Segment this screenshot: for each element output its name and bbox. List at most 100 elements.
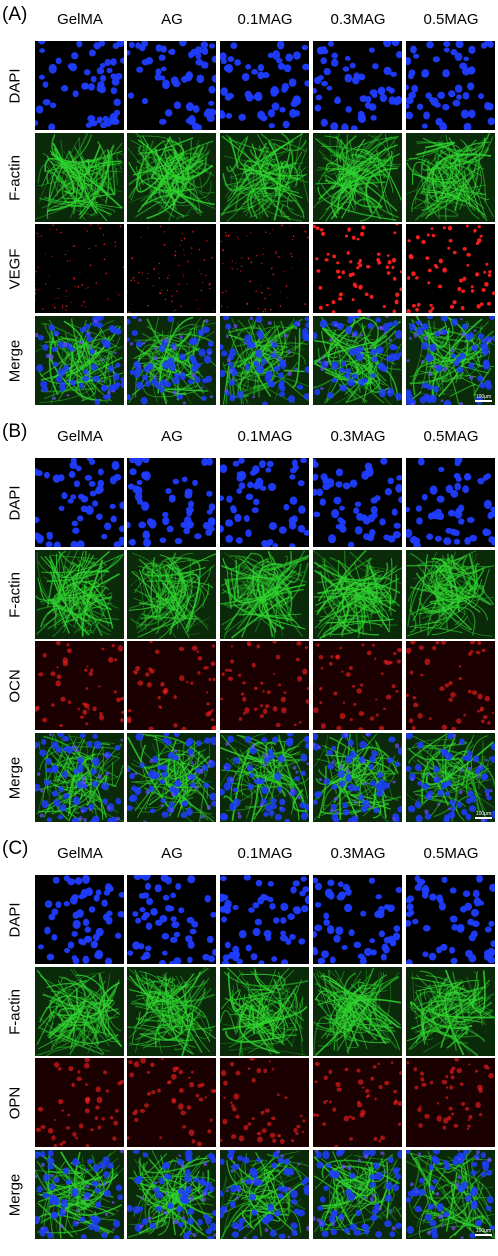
micrograph-tile [313, 1150, 402, 1239]
micrograph-tile [220, 133, 309, 222]
row-label: DAPI [0, 875, 30, 965]
column-label: GelMA [57, 11, 103, 28]
column-label: 0.5MAG [423, 845, 479, 862]
micrograph-tile [406, 641, 495, 730]
micrograph-tile [127, 1150, 216, 1239]
micrograph-tile [406, 458, 495, 547]
micrograph-tile [313, 550, 402, 639]
scale-bar: 100μm [475, 395, 492, 402]
micrograph-tile [313, 733, 402, 822]
micrograph-tile [127, 967, 216, 1056]
column-label: GelMA [57, 845, 103, 862]
panel-label: (B) [2, 421, 28, 442]
row-label-text: Merge [6, 339, 24, 383]
row-label-text: VEGF [6, 248, 24, 290]
row-label-text: OPN [6, 1086, 24, 1120]
micrograph-tile [127, 550, 216, 639]
micrograph-tile [406, 550, 495, 639]
panel-label: (A) [2, 4, 28, 25]
micrograph-tile [127, 641, 216, 730]
micrograph-tile [313, 875, 402, 964]
micrograph-tile [127, 1058, 216, 1147]
row-label: OPN [0, 1058, 30, 1148]
micrograph-tile [127, 733, 216, 822]
micrograph-tile [35, 458, 124, 547]
micrograph-tile [35, 550, 124, 639]
micrograph-tile [35, 641, 124, 730]
row-label: Merge [0, 316, 30, 406]
micrograph-tile [127, 41, 216, 130]
micrograph-tile [220, 458, 309, 547]
micrograph-tile [313, 41, 402, 130]
micrograph-tile: 100μm [406, 733, 495, 822]
micrograph-tile [220, 41, 309, 130]
micrograph-tile [35, 224, 124, 313]
scale-bar-line [475, 817, 492, 819]
micrograph-tile [35, 1150, 124, 1239]
column-label: 0.5MAG [423, 11, 479, 28]
micrograph-tile [220, 550, 309, 639]
column-label: 0.1MAG [237, 11, 293, 28]
micrograph-tile [313, 224, 402, 313]
scale-bar-label: 100μm [475, 394, 492, 400]
micrograph-tile [35, 133, 124, 222]
micrograph-tile [406, 41, 495, 130]
row-label-text: F-actin [6, 989, 24, 1035]
micrograph-tile [313, 458, 402, 547]
panel-c: (C) GelMA AG 0.1MAG 0.3MAG 0.5MAG DAPI F-actin O… [0, 838, 498, 1256]
column-label: 0.1MAG [237, 845, 293, 862]
micrograph-tile [127, 224, 216, 313]
row-label-text: DAPI [6, 902, 24, 938]
row-label: DAPI [0, 41, 30, 131]
panel-a: (A) GelMA AG 0.1MAG 0.3MAG 0.5MAG DAPI F-actin V… [0, 4, 498, 422]
row-label-text: OCN [6, 669, 24, 703]
micrograph-tile [220, 224, 309, 313]
scale-bar: 100μm [475, 1229, 492, 1236]
row-label-text: F-actin [6, 572, 24, 618]
micrograph-tile [220, 967, 309, 1056]
micrograph-tile [313, 967, 402, 1056]
panel-b: (B) GelMA AG 0.1MAG 0.3MAG 0.5MAG DAPI F-actin O… [0, 421, 498, 839]
micrograph-tile [220, 733, 309, 822]
micrograph-tile [35, 316, 124, 405]
column-label: 0.3MAG [330, 845, 386, 862]
row-label: VEGF [0, 224, 30, 314]
scale-bar-label: 100μm [475, 811, 492, 817]
micrograph-tile [313, 316, 402, 405]
row-label-text: DAPI [6, 68, 24, 104]
micrograph-tile [220, 1058, 309, 1147]
scale-bar: 100μm [475, 812, 492, 819]
micrograph-tile [35, 41, 124, 130]
micrograph-tile [220, 316, 309, 405]
micrograph-tile: 100μm [406, 1150, 495, 1239]
micrograph-tile: 100μm [406, 316, 495, 405]
micrograph-tile [313, 133, 402, 222]
column-label: GelMA [57, 428, 103, 445]
micrograph-tile [220, 875, 309, 964]
row-label: Merge [0, 733, 30, 823]
column-label: 0.5MAG [423, 428, 479, 445]
row-label: F-actin [0, 133, 30, 223]
micrograph-tile [220, 1150, 309, 1239]
row-label: DAPI [0, 458, 30, 548]
row-label: OCN [0, 641, 30, 731]
row-label-text: F-actin [6, 155, 24, 201]
scale-bar-line [475, 1234, 492, 1236]
micrograph-tile [35, 875, 124, 964]
row-label: F-actin [0, 967, 30, 1057]
scale-bar-line [475, 400, 492, 402]
micrograph-tile [313, 1058, 402, 1147]
micrograph-tile [406, 875, 495, 964]
micrograph-tile [35, 733, 124, 822]
micrograph-tile [127, 458, 216, 547]
column-label: AG [161, 11, 183, 28]
panel-label: (C) [2, 838, 29, 859]
micrograph-tile [406, 224, 495, 313]
micrograph-tile [127, 316, 216, 405]
micrograph-tile [406, 1058, 495, 1147]
row-label: F-actin [0, 550, 30, 640]
row-label: Merge [0, 1150, 30, 1240]
micrograph-tile [406, 967, 495, 1056]
row-label-text: Merge [6, 1173, 24, 1217]
column-label: 0.1MAG [237, 428, 293, 445]
